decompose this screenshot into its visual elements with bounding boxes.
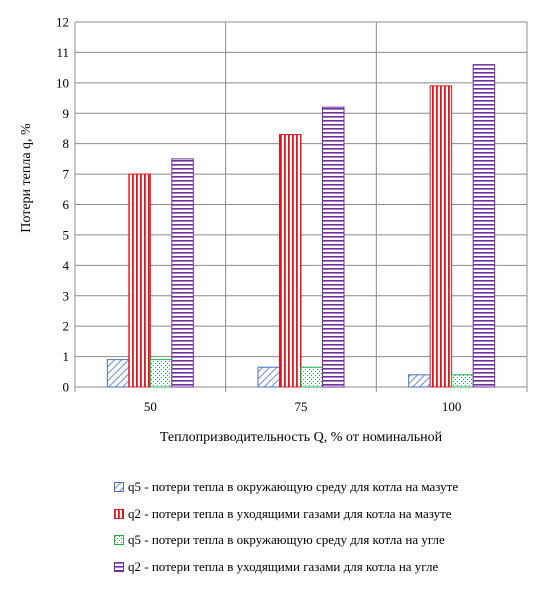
- bar: [429, 85, 453, 388]
- x-tick-label: 50: [144, 399, 157, 414]
- bar: [257, 366, 280, 388]
- legend-item: q5 - потери тепла в окружающую среду для…: [114, 474, 458, 501]
- legend-item: q2 - потери тепла в уходящими газами для…: [114, 501, 458, 528]
- y-tick-label: 9: [63, 106, 70, 121]
- y-tick-label: 2: [63, 319, 70, 334]
- legend-label: q5 - потери тепла в окружающую среду для…: [128, 479, 459, 495]
- bars: [106, 64, 496, 388]
- y-tick-label: 7: [63, 167, 70, 182]
- y-tick-label: 0: [63, 380, 70, 395]
- bar: [279, 134, 302, 388]
- x-tick-labels: 50 75 100: [144, 399, 462, 414]
- y-tick-label: 6: [63, 197, 70, 212]
- x-tick-label: 100: [442, 399, 462, 414]
- bar: [149, 359, 173, 388]
- x-tick-label: 75: [295, 399, 308, 414]
- y-tick-label: 10: [56, 75, 69, 90]
- bar: [472, 64, 496, 388]
- legend-label: q2 - потери тепла в уходящими газами для…: [128, 505, 452, 521]
- legend-swatch: [114, 508, 124, 519]
- y-tick-label: 1: [63, 349, 70, 364]
- bar: [300, 366, 323, 388]
- legend-label: q2 - потери тепла в уходящими газами для…: [128, 558, 439, 574]
- legend-swatch: [114, 535, 124, 546]
- y-tick-label: 8: [63, 136, 70, 151]
- bar: [408, 374, 431, 388]
- y-tick-label: 5: [63, 227, 70, 242]
- y-tick-label: 11: [56, 45, 69, 60]
- bar: [171, 158, 194, 388]
- y-tick-label: 3: [63, 288, 70, 303]
- legend-item: q2 - потери тепла в уходящими газами для…: [114, 554, 458, 581]
- x-axis-title: Теплопризводительность Q, % от номинальн…: [160, 430, 443, 445]
- legend-item: q5 - потери тепла в окружающую среду для…: [114, 527, 458, 554]
- y-axis-title: Потери тепла q, %: [19, 123, 34, 233]
- y-tick-label: 4: [63, 258, 70, 273]
- legend-swatch: [114, 561, 124, 572]
- bar: [451, 374, 474, 388]
- y-tick-label: 12: [56, 15, 69, 30]
- legend-swatch: [114, 482, 124, 493]
- legend-label: q5 - потери тепла в окружающую среду для…: [128, 532, 445, 548]
- bar: [128, 173, 151, 388]
- legend: q5 - потери тепла в окружающую среду для…: [114, 474, 458, 580]
- bar: [106, 359, 130, 388]
- bar: [322, 106, 345, 388]
